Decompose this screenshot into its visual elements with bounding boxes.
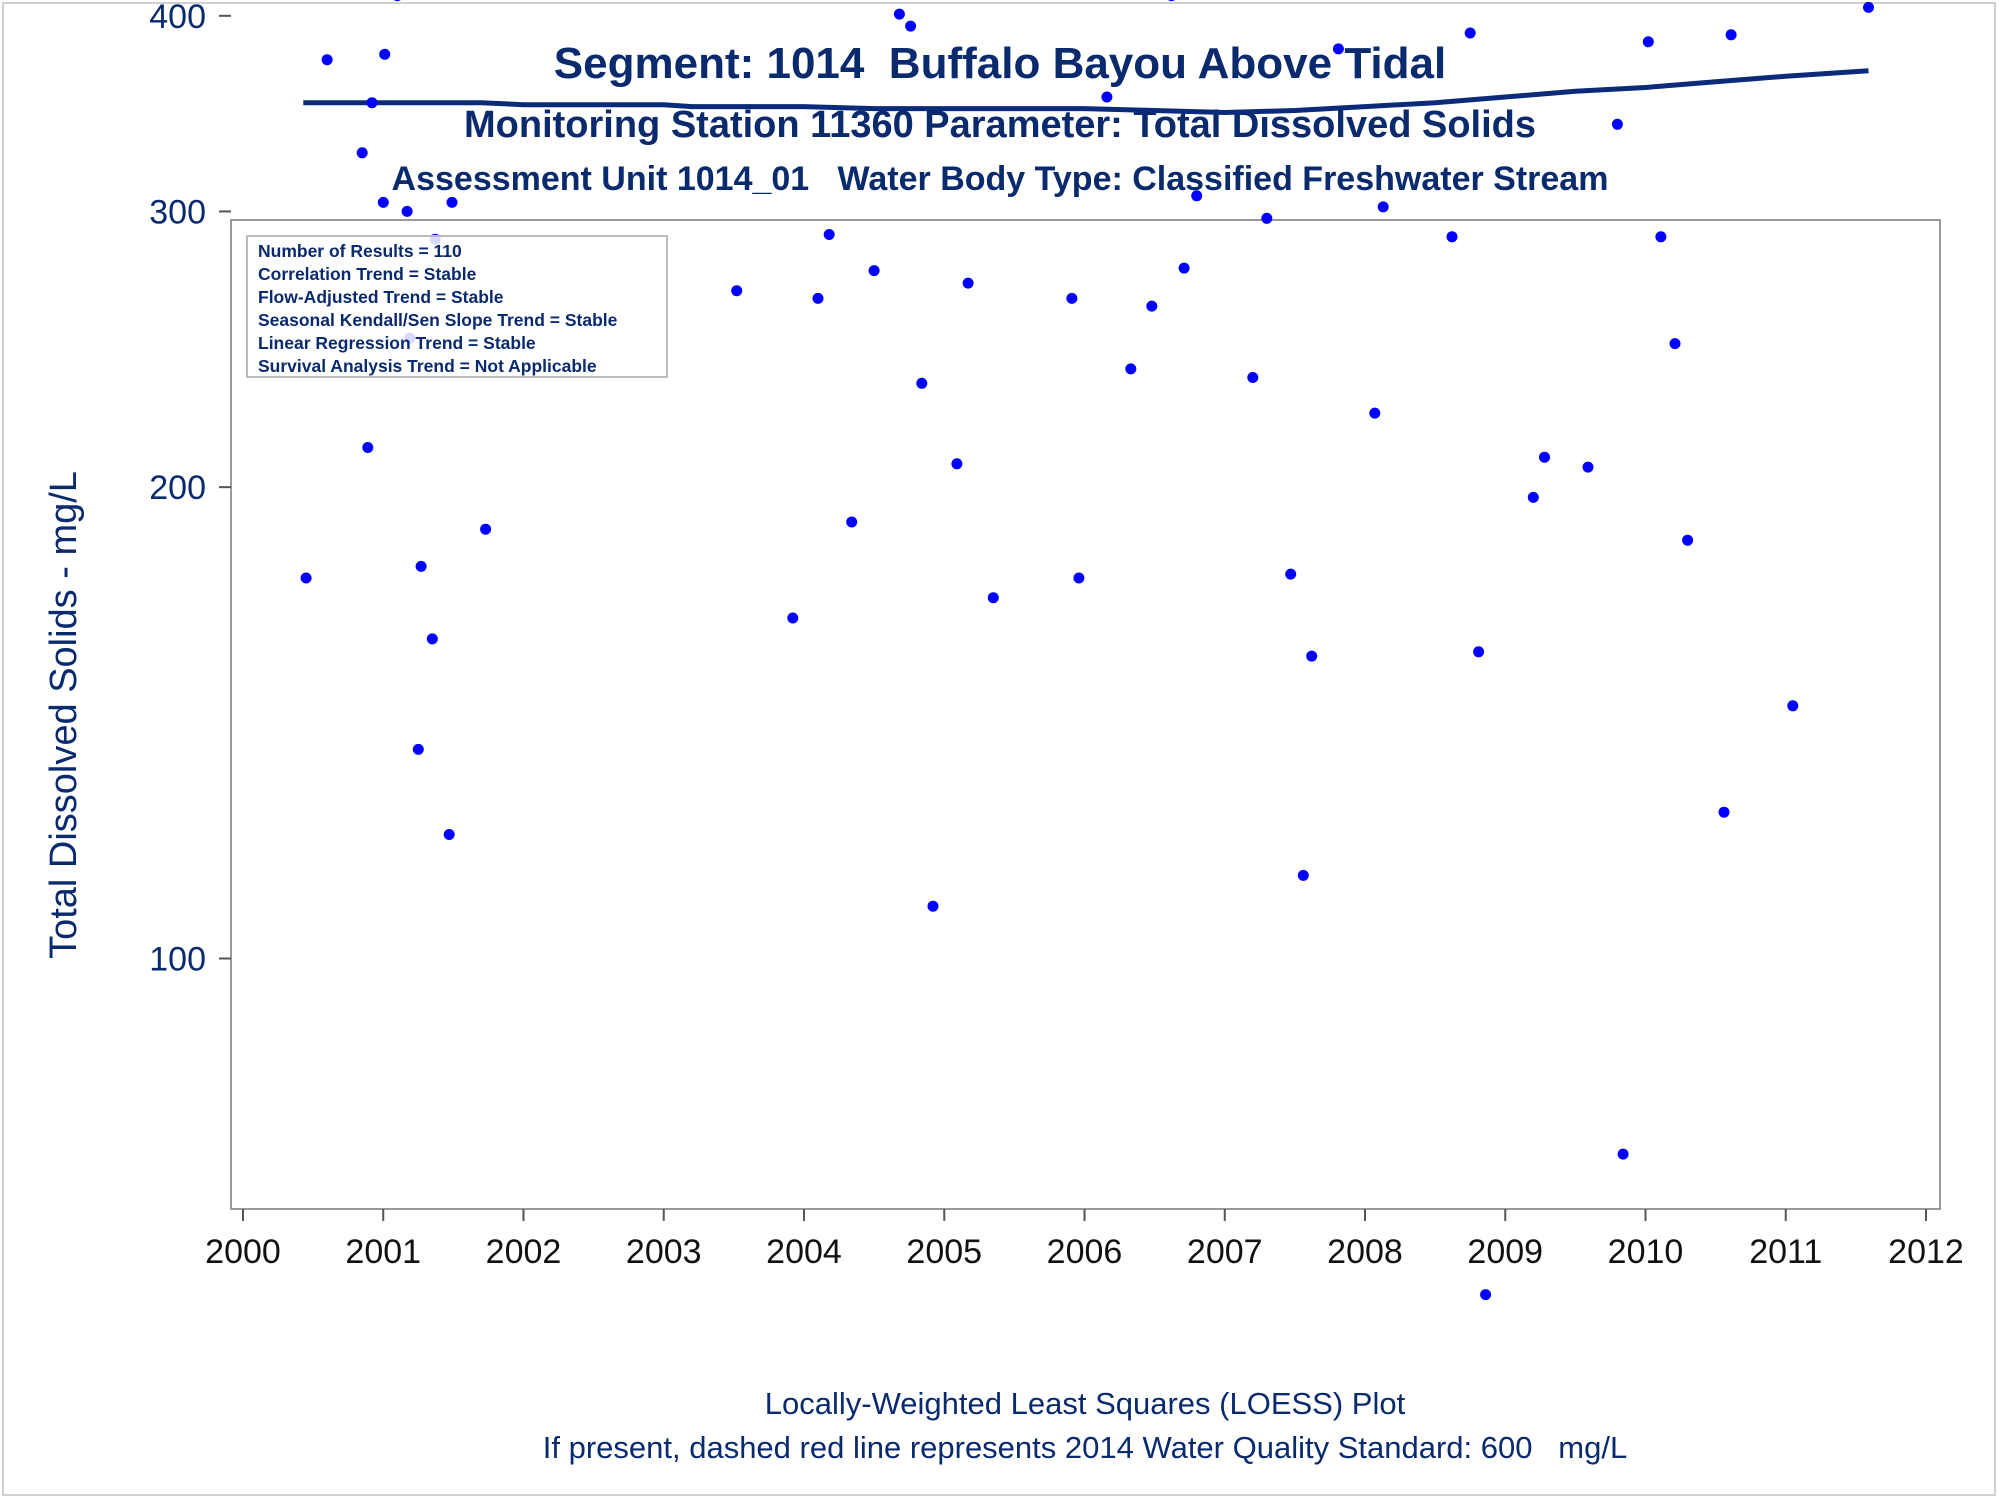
data-point: [1655, 231, 1667, 243]
data-point: [401, 205, 413, 217]
data-point: [1191, 190, 1203, 202]
data-point: [1464, 27, 1476, 39]
data-point: [868, 265, 880, 277]
loess-trend-line: [303, 68, 1869, 116]
data-point: [1066, 292, 1078, 304]
x-tick-label: 2008: [1327, 1233, 1403, 1271]
data-point: [1247, 372, 1259, 383]
x-tick-label: 2005: [906, 1233, 982, 1271]
data-point: [1611, 118, 1623, 130]
x-tick-label: 2009: [1467, 1233, 1543, 1271]
data-point: [1725, 29, 1737, 41]
data-points: [300, 0, 1874, 1301]
data-point: [1642, 36, 1654, 48]
x-tick-label: 2006: [1047, 1233, 1123, 1271]
data-point: [1332, 43, 1344, 55]
data-point: [905, 20, 917, 32]
x-tick-label: 2011: [1749, 1233, 1822, 1271]
data-point: [1682, 534, 1694, 546]
data-point: [379, 48, 391, 60]
data-point: [1125, 363, 1137, 375]
data-point: [823, 229, 835, 240]
legend-line: Seasonal Kendall/Sen Slope Trend = Stabl…: [258, 310, 618, 330]
data-point: [787, 612, 799, 624]
x-tick-label: 2000: [205, 1233, 281, 1271]
y-tick-label: 300: [149, 193, 206, 231]
x-tick-label: 2001: [345, 1233, 421, 1271]
data-point: [1306, 650, 1318, 662]
data-point: [987, 592, 999, 604]
legend-box: [246, 235, 668, 378]
y-axis-label: Total Dissolved Solids - mg/L: [43, 471, 85, 959]
y-tick-label: 100: [149, 941, 206, 979]
data-point: [393, 0, 401, 2]
x-tick-label: 2002: [486, 1233, 562, 1271]
data-point: [377, 196, 389, 208]
x-tick-label: 2012: [1888, 1233, 1964, 1271]
data-point: [356, 147, 368, 159]
x-tick-label: 2007: [1187, 1233, 1263, 1271]
data-point: [1178, 262, 1190, 274]
data-point: [446, 196, 458, 208]
data-point: [731, 285, 743, 297]
legend-line: Flow-Adjusted Trend = Stable: [258, 287, 504, 307]
data-point: [426, 633, 438, 645]
data-point: [366, 97, 378, 109]
footnote-1: Locally-Weighted Least Squares (LOESS) P…: [765, 1386, 1406, 1421]
legend-line: Survival Analysis Trend = Not Applicable: [258, 356, 597, 376]
y-tick-label: 400: [149, 0, 206, 36]
data-point: [1863, 1, 1874, 13]
data-point: [1718, 806, 1730, 818]
data-point: [962, 277, 974, 289]
data-point: [1669, 338, 1681, 350]
x-tick-label: 2010: [1608, 1233, 1684, 1271]
data-point: [1582, 461, 1594, 473]
data-point: [1539, 451, 1550, 463]
footnote-2: If present, dashed red line represents 2…: [543, 1430, 1627, 1465]
data-point: [415, 560, 427, 572]
data-point: [1261, 212, 1273, 224]
data-point: [1527, 491, 1539, 503]
data-point: [1168, 0, 1175, 2]
x-tick-label: 2004: [766, 1233, 842, 1271]
data-point: [893, 8, 905, 20]
data-point: [1297, 869, 1309, 881]
y-axis: 100200300400500: [149, 0, 232, 1209]
legend: Number of Results = 110 Correlation Trend…: [246, 235, 668, 378]
data-point: [916, 377, 928, 389]
data-point: [1377, 201, 1389, 213]
data-point: [1787, 700, 1799, 712]
legend-line: Linear Regression Trend = Stable: [258, 333, 536, 353]
data-point: [1480, 1289, 1492, 1301]
data-point: [443, 829, 455, 840]
data-point: [362, 442, 374, 453]
data-point: [321, 54, 333, 66]
data-point: [480, 523, 492, 535]
data-point: [1369, 407, 1381, 419]
data-point: [1285, 568, 1297, 580]
plot-area: [230, 219, 1941, 1210]
data-point: [1101, 91, 1113, 103]
y-tick-label: 200: [149, 469, 206, 507]
data-point: [927, 900, 939, 912]
legend-line: Correlation Trend = Stable: [258, 264, 477, 284]
data-point: [1073, 572, 1085, 584]
data-point: [1146, 300, 1158, 312]
data-point: [300, 572, 312, 584]
x-axis: 2000 2001 2002 2003 2004 2005 2006 2007 2008 2009…: [205, 1208, 1964, 1271]
data-point: [1473, 646, 1485, 658]
data-point: [1446, 231, 1458, 243]
legend-line: Number of Results = 110: [258, 241, 462, 261]
chart-subtitle-2: Assessment Unit 1014_01 Water Body Type:…: [392, 160, 1609, 198]
data-point: [951, 458, 963, 470]
data-point: [1617, 1148, 1629, 1160]
chart-title: Segment: 1014 Buffalo Bayou Above Tidal: [554, 39, 1446, 88]
x-tick-label: 2003: [626, 1233, 702, 1271]
data-point: [812, 292, 824, 304]
data-point: [412, 743, 424, 755]
data-point: [846, 516, 858, 528]
